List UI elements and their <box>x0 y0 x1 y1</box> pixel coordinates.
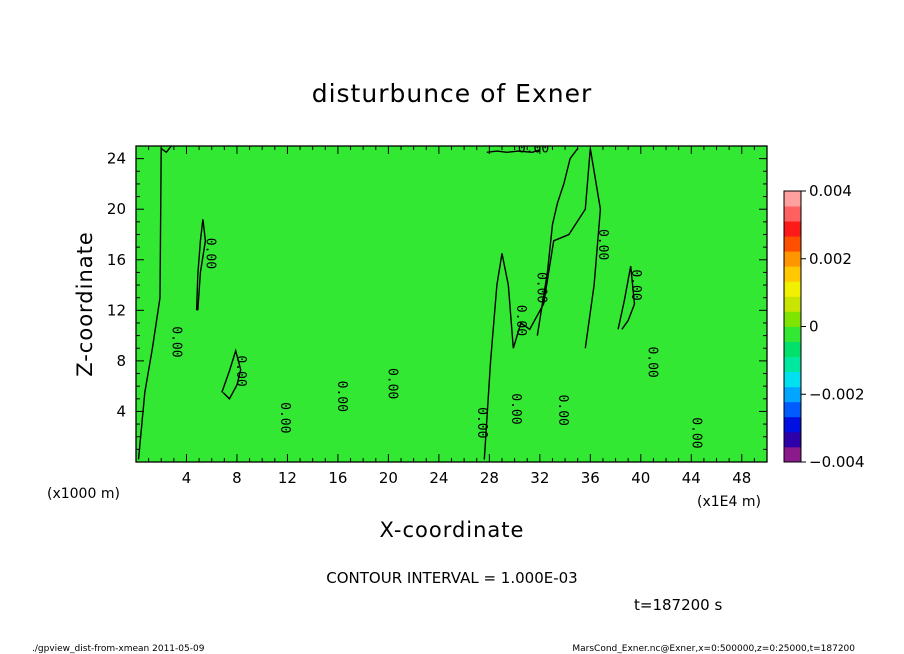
contour-label: 0.00 <box>203 238 218 269</box>
x-tick-label: 8 <box>232 469 242 487</box>
contour-label: 0.00 <box>533 272 548 303</box>
contour-label: 0.00 <box>595 229 610 260</box>
x-tick-label: 12 <box>278 469 297 487</box>
footer-left: ./gpview_dist-from-xmean 2011-05-09 <box>32 644 205 654</box>
contour-line <box>617 265 636 330</box>
contour-label: 0.00 <box>689 417 704 448</box>
x-axis-ticks: 4 8 12 16 20 24 28 32 36 40 44 48 <box>135 146 768 487</box>
x-tick-label: 28 <box>480 469 499 487</box>
contour-label: 0.00 <box>277 402 292 433</box>
colorbar-swatch <box>784 356 801 373</box>
contour-label: 0.00 <box>233 355 248 386</box>
contour-line <box>137 146 172 460</box>
colorbar-swatch <box>784 311 801 327</box>
contour-label: 0.00 <box>334 381 349 412</box>
colorbar-swatch <box>784 431 801 448</box>
contour-line <box>536 148 579 336</box>
colorbar-tick-label: 0.002 <box>809 250 852 268</box>
contour-line <box>483 253 514 460</box>
colorbar: 0.004 0.002 0 −0.002 −0.004 <box>783 182 865 471</box>
colorbar-swatch <box>784 386 801 403</box>
contour-label: 0.00 <box>518 141 549 156</box>
time-label: t=187200 s <box>634 596 722 614</box>
colorbar-tick-label: 0 <box>809 318 819 336</box>
y-axis-ticks: 4 8 12 16 20 24 <box>107 145 767 463</box>
x-axis-title: X-coordinate <box>380 518 525 542</box>
contour-line <box>195 219 207 311</box>
colorbar-swatch <box>784 371 801 388</box>
chart-title: disturbunce of Exner <box>312 79 593 108</box>
contour-label: 0.00 <box>628 269 643 300</box>
field-background <box>136 146 767 462</box>
y-tick-label: 4 <box>116 402 126 420</box>
footer-right: MarsCond_Exner.nc@Exner,x=0:500000,z=0:2… <box>572 644 855 654</box>
colorbar-swatch <box>784 416 801 433</box>
y-tick-label: 16 <box>107 251 126 269</box>
contour-label: 0.00 <box>474 407 489 438</box>
contour-label: 0.00 <box>169 326 184 357</box>
x-unit-label: (x1000 m) <box>47 486 120 502</box>
colorbar-swatch <box>784 251 801 267</box>
colorbar-swatch <box>784 221 801 237</box>
contour-label: 0.00 <box>384 368 399 399</box>
colorbar-tick-label: −0.004 <box>809 453 865 471</box>
x-tick-label: 32 <box>530 469 549 487</box>
contour-label: 0.00 <box>555 395 570 426</box>
colorbar-swatch <box>784 236 801 252</box>
contour-label: 0.00 <box>508 393 523 424</box>
colorbar-swatch <box>784 206 801 222</box>
contour-line <box>512 148 602 349</box>
colorbar-swatch <box>784 401 801 418</box>
y-tick-label: 20 <box>107 200 126 218</box>
x-tick-label: 16 <box>328 469 347 487</box>
colorbar-swatch <box>784 446 801 463</box>
y-tick-label: 8 <box>116 352 126 370</box>
colorbar-tick-label: −0.002 <box>809 385 865 403</box>
contour-label: 0.00 <box>513 305 528 336</box>
x-tick-label: 20 <box>379 469 398 487</box>
colorbar-tick-label: 0.004 <box>809 182 852 200</box>
x-tick-label: 24 <box>429 469 448 487</box>
colorbar-swatch <box>784 191 801 207</box>
contour-interval-text: CONTOUR INTERVAL = 1.000E-03 <box>326 569 577 587</box>
x-tick-label: 36 <box>581 469 600 487</box>
plot-field: 0.00 0.00 0.00 0.00 0.00 0.00 0.00 0.00 0.00 0.00… <box>135 141 768 463</box>
y-tick-label: 12 <box>107 301 126 319</box>
colorbar-swatch <box>784 266 801 282</box>
x-tick-label: 4 <box>182 469 192 487</box>
contour-lines: 0.00 0.00 0.00 0.00 0.00 0.00 0.00 0.00 0.00 0.00… <box>137 141 704 460</box>
contour-line <box>221 348 242 400</box>
colorbar-swatch <box>784 341 801 358</box>
y-tick-label: 24 <box>107 150 126 168</box>
colorbar-swatch <box>784 296 801 312</box>
y-unit-label: (x1E4 m) <box>697 494 761 510</box>
contour-line <box>486 149 541 154</box>
colorbar-swatch <box>784 281 801 297</box>
x-tick-label: 48 <box>732 469 751 487</box>
contour-label: 0.00 <box>644 346 659 377</box>
x-tick-label: 44 <box>682 469 701 487</box>
y-axis-title: Z-coordinate <box>73 231 97 377</box>
colorbar-swatch <box>784 326 801 342</box>
x-tick-label: 40 <box>631 469 650 487</box>
